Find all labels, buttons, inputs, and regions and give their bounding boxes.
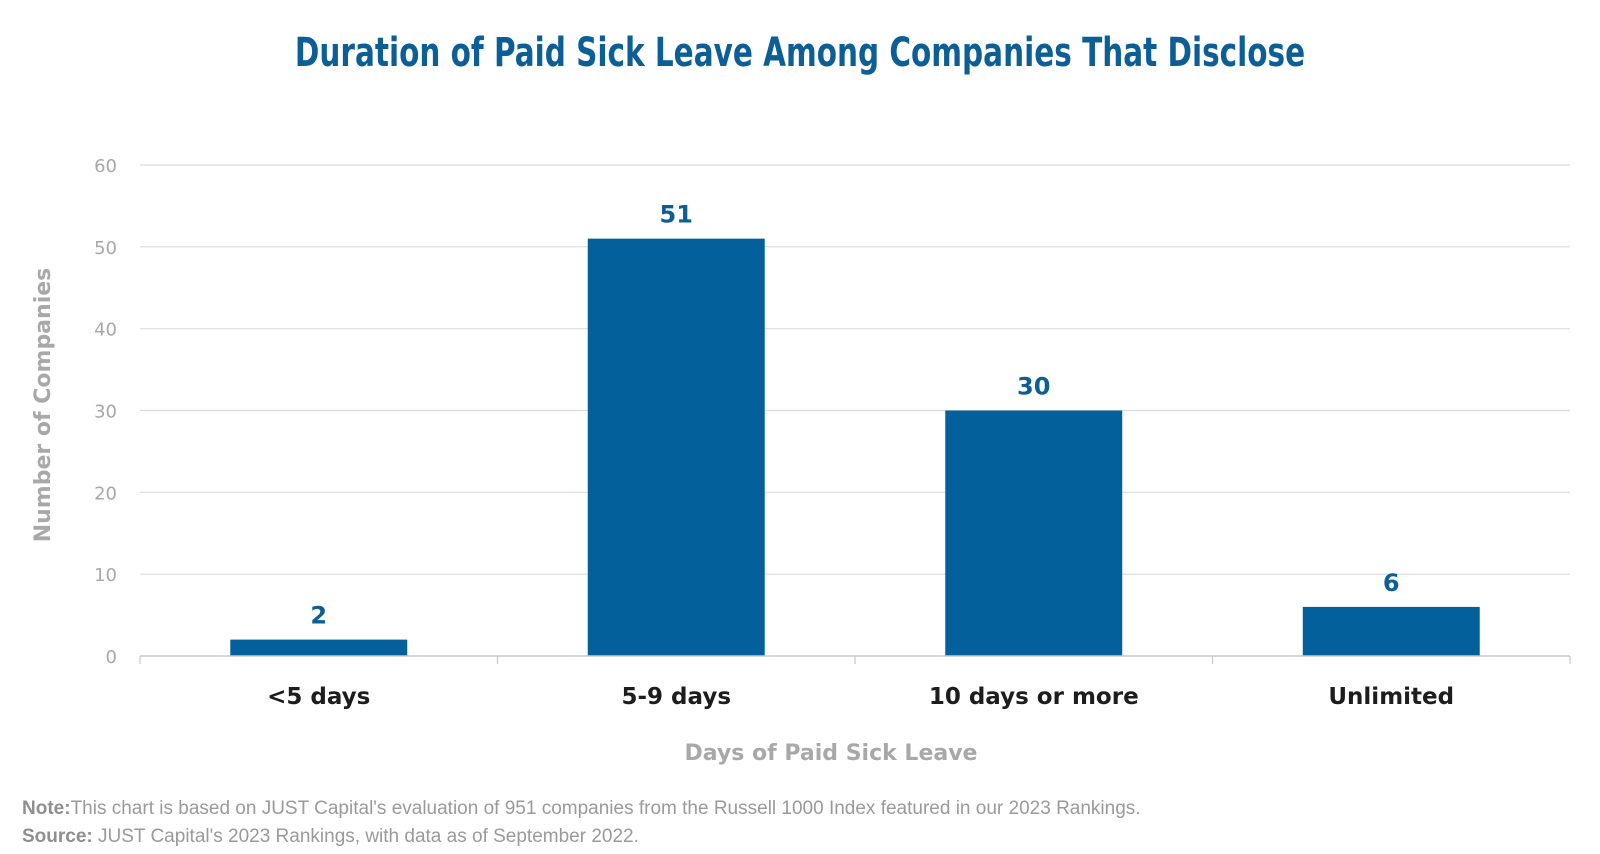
- y-axis-ticks: 0 10 20 30 40 50 60: [94, 156, 117, 668]
- y-tick-label-0: 0: [106, 647, 117, 668]
- gridlines: [140, 164, 1570, 575]
- source-label: Source:: [22, 826, 93, 847]
- y-tick-label-20: 20: [94, 483, 117, 504]
- chart: 0 10 20 30 40 50 60 2 51 30 6 <5 days 5-9 days 10 d…: [31, 156, 1571, 766]
- chart-notes: Note:This chart is based on JUST Capital…: [22, 795, 1141, 851]
- data-label-2: 30: [1017, 373, 1050, 401]
- bar-0: [230, 639, 408, 656]
- bar-2: [945, 410, 1123, 656]
- bars: [230, 238, 1480, 656]
- chart-title: Duration of Paid Sick Leave Among Compan…: [294, 30, 1306, 76]
- data-label-0: 2: [310, 602, 327, 630]
- category-label-3: Unlimited: [1328, 684, 1454, 710]
- y-tick-label-60: 60: [94, 156, 117, 177]
- note-label: Note:: [22, 798, 71, 819]
- data-label-1: 51: [660, 201, 693, 229]
- y-tick-label-30: 30: [94, 402, 117, 423]
- source-text: JUST Capital's 2023 Rankings, with data …: [92, 826, 639, 847]
- y-tick-label-10: 10: [94, 565, 117, 586]
- note-line: Note:This chart is based on JUST Capital…: [22, 795, 1141, 823]
- y-tick-label-40: 40: [94, 320, 117, 341]
- category-label-2: 10 days or more: [929, 684, 1139, 710]
- category-label-0: <5 days: [267, 684, 370, 710]
- x-axis-title: Days of Paid Sick Leave: [685, 741, 978, 766]
- category-label-1: 5-9 days: [621, 684, 731, 710]
- note-text: This chart is based on JUST Capital's ev…: [70, 798, 1141, 819]
- source-line: Source: JUST Capital's 2023 Rankings, wi…: [22, 823, 1141, 851]
- x-axis-categories: <5 days 5-9 days 10 days or more Unlimited: [267, 684, 1454, 710]
- x-axis: [139, 655, 1571, 664]
- data-label-3: 6: [1383, 569, 1400, 597]
- data-labels: 2 51 30 6: [310, 201, 1399, 630]
- bar-1: [587, 238, 765, 656]
- y-tick-label-50: 50: [94, 238, 117, 259]
- y-axis-title: Number of Companies: [31, 268, 56, 543]
- bar-3: [1302, 606, 1480, 656]
